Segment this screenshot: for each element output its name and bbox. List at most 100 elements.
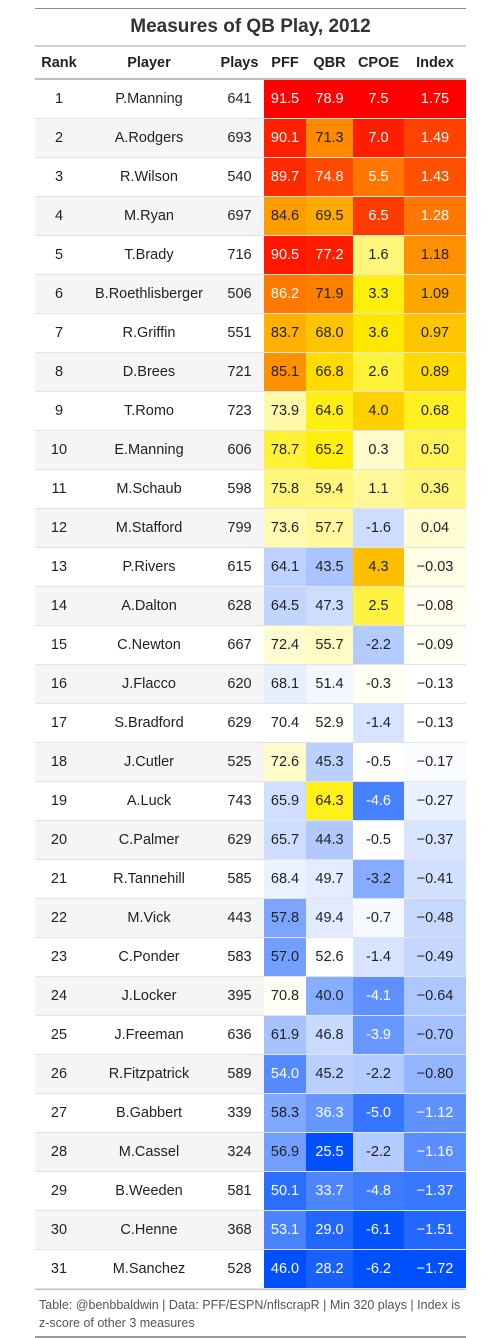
cell-rank: 28 xyxy=(35,1133,83,1171)
cell-player: D.Brees xyxy=(83,353,215,391)
cell-player: M.Cassel xyxy=(83,1133,215,1171)
cell-plays: 585 xyxy=(227,871,252,887)
cell-rank: 10 xyxy=(35,431,83,469)
cell-qbr: 45.2 xyxy=(306,1055,353,1093)
cell-player: M.Vick xyxy=(83,899,215,937)
cell-plays: 339 xyxy=(227,1105,252,1121)
cell-player: M.Sanchez xyxy=(112,1261,186,1277)
cell-qbr: 45.3 xyxy=(306,743,353,781)
cell-cpoe: 7.0 xyxy=(353,119,404,157)
cell-rank: 23 xyxy=(50,949,68,965)
cell-index: −0.03 xyxy=(404,548,466,586)
cell-index: −0.64 xyxy=(404,977,466,1015)
col-header-pff: PFF xyxy=(271,54,299,71)
col-header-player: Player xyxy=(127,54,171,71)
cell-rank: 16 xyxy=(35,665,83,703)
cell-rank: 11 xyxy=(51,481,67,497)
col-header-cpoe: CPOE xyxy=(357,54,400,71)
cell-qbr: 52.6 xyxy=(306,938,353,976)
table-row: 24 J.Locker 395 70.8 40.0 -4.1 −0.64 xyxy=(35,977,466,1016)
cell-index: 0.68 xyxy=(404,392,466,430)
cell-cpoe: 1.1 xyxy=(353,470,404,508)
cell-pff: 90.5 xyxy=(264,236,306,274)
cell-rank: 31 xyxy=(50,1261,68,1277)
cell-rank: 17 xyxy=(50,715,68,731)
cell-plays: 636 xyxy=(227,1027,252,1043)
cell-pff: 50.1 xyxy=(264,1172,306,1210)
top-rule xyxy=(35,8,466,9)
table-row: 16 J.Flacco 620 68.1 51.4 -0.3 −0.13 xyxy=(35,665,466,704)
cell-qbr: 47.3 xyxy=(306,587,353,625)
cell-pff: 84.6 xyxy=(264,197,306,235)
table-row: 3 R.Wilson 540 89.7 74.8 5.5 1.43 xyxy=(35,158,466,197)
cell-rank: 8 xyxy=(35,353,83,391)
cell-plays: 723 xyxy=(227,403,252,419)
cell-player: T.Brady xyxy=(124,247,174,263)
cell-cpoe: 2.6 xyxy=(353,353,404,391)
cell-player: B.Weeden xyxy=(115,1183,183,1199)
cell-qbr: 25.5 xyxy=(306,1133,353,1171)
cell-plays: 528 xyxy=(227,1261,252,1277)
cell-qbr: 40.0 xyxy=(306,977,353,1015)
cell-cpoe: -4.1 xyxy=(353,977,404,1015)
table-row: 30 C.Henne 368 53.1 29.0 -6.1 −1.51 xyxy=(35,1211,466,1250)
cell-plays: 721 xyxy=(215,353,264,391)
table-row: 23 C.Ponder 583 57.0 52.6 -1.4 −0.49 xyxy=(35,938,466,977)
cell-cpoe: 7.5 xyxy=(353,80,404,118)
cell-plays: 395 xyxy=(215,977,264,1015)
cell-player: C.Palmer xyxy=(83,821,215,859)
cell-plays: 606 xyxy=(215,431,264,469)
cell-cpoe: -5.0 xyxy=(353,1094,404,1132)
cell-qbr: 49.7 xyxy=(306,860,353,898)
cell-index: −0.37 xyxy=(404,821,466,859)
cell-plays: 641 xyxy=(227,91,252,107)
cell-pff: 83.7 xyxy=(264,314,306,352)
table-row: 19 A.Luck 743 65.9 64.3 -4.6 −0.27 xyxy=(35,782,466,821)
cell-cpoe: 4.0 xyxy=(353,392,404,430)
cell-qbr: 49.4 xyxy=(306,899,353,937)
table-row: 27 B.Gabbert 339 58.3 36.3 -5.0 −1.12 xyxy=(35,1094,466,1133)
cell-rank: 27 xyxy=(50,1105,68,1121)
cell-player: E.Manning xyxy=(83,431,215,469)
cell-player: B.Roethlisberger xyxy=(83,275,215,313)
table-header: Rank Player Plays PFF QBR CPOE Index xyxy=(35,47,466,78)
cell-pff: 89.7 xyxy=(264,158,306,196)
table-row: 5 T.Brady 716 90.5 77.2 1.6 1.18 xyxy=(35,236,466,275)
cell-player: C.Newton xyxy=(117,637,181,653)
cell-index: 1.18 xyxy=(404,236,466,274)
cell-cpoe: -3.2 xyxy=(353,860,404,898)
cell-plays: 443 xyxy=(215,899,264,937)
cell-qbr: 36.3 xyxy=(306,1094,353,1132)
table-title: Measures of QB Play, 2012 xyxy=(130,16,371,37)
cell-cpoe: -2.2 xyxy=(353,1055,404,1093)
cell-pff: 46.0 xyxy=(264,1250,306,1288)
cell-cpoe: 3.3 xyxy=(353,275,404,313)
cell-plays: 629 xyxy=(227,715,252,731)
cell-cpoe: 1.6 xyxy=(353,236,404,274)
table-row: 9 T.Romo 723 73.9 64.6 4.0 0.68 xyxy=(35,392,466,431)
cell-plays: 525 xyxy=(215,743,264,781)
cell-qbr: 64.6 xyxy=(306,392,353,430)
cell-pff: 86.2 xyxy=(264,275,306,313)
cell-cpoe: 6.5 xyxy=(353,197,404,235)
cell-rank: 25 xyxy=(50,1027,68,1043)
cell-player: C.Henne xyxy=(83,1211,215,1249)
cell-rank: 2 xyxy=(35,119,83,157)
cell-pff: 61.9 xyxy=(264,1016,306,1054)
cell-rank: 29 xyxy=(50,1183,68,1199)
cell-plays: 667 xyxy=(227,637,252,653)
cell-qbr: 43.5 xyxy=(306,548,353,586)
cell-index: −0.17 xyxy=(404,743,466,781)
cell-player: R.Fitzpatrick xyxy=(83,1055,215,1093)
cell-cpoe: -1.6 xyxy=(353,509,404,547)
cell-plays: 581 xyxy=(227,1183,252,1199)
cell-index: 0.04 xyxy=(404,509,466,547)
cell-pff: 64.1 xyxy=(264,548,306,586)
cell-plays: 551 xyxy=(227,325,252,341)
cell-rank: 26 xyxy=(35,1055,83,1093)
table-row: 18 J.Cutler 525 72.6 45.3 -0.5 −0.17 xyxy=(35,743,466,782)
cell-pff: 56.9 xyxy=(264,1133,306,1171)
table-row: 4 M.Ryan 697 84.6 69.5 6.5 1.28 xyxy=(35,197,466,236)
cell-pff: 85.1 xyxy=(264,353,306,391)
cell-index: −0.27 xyxy=(404,782,466,820)
